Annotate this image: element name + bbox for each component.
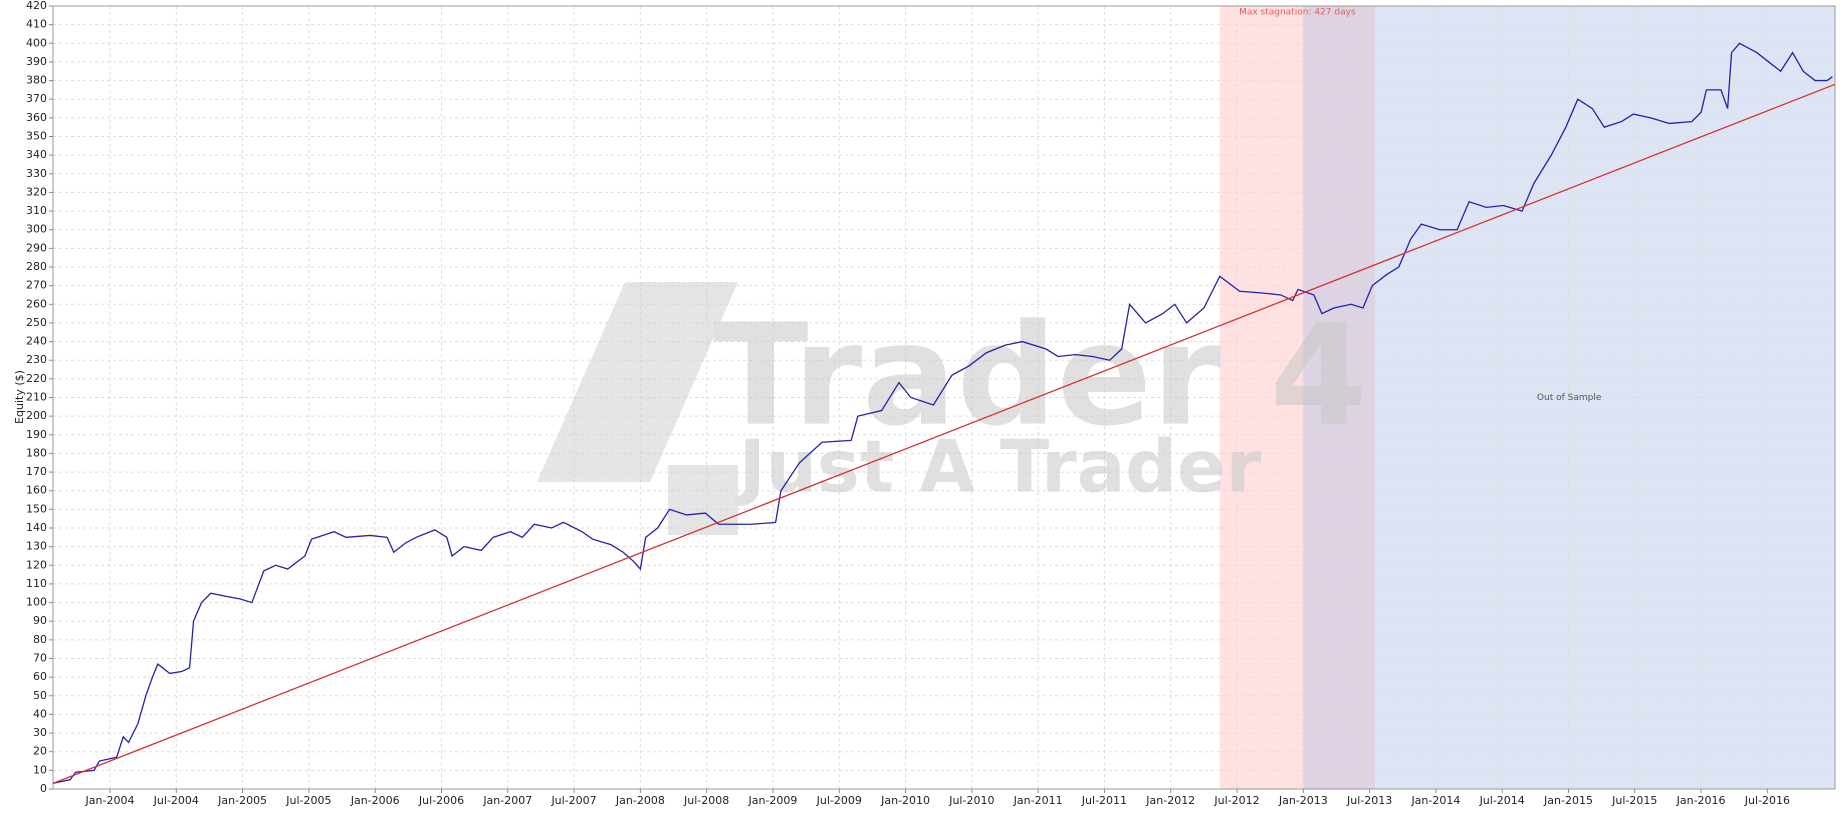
y-tick-label: 20 [33, 745, 47, 758]
y-tick-label: 230 [26, 353, 47, 366]
y-tick-label: 60 [33, 670, 47, 683]
y-tick-label: 300 [26, 223, 47, 236]
x-tick-label: Jan-2015 [1543, 794, 1593, 807]
region-label: Max stagnation: 427 days [1239, 8, 1356, 18]
y-tick-label: 360 [26, 111, 47, 124]
y-tick-label: 260 [26, 297, 47, 310]
y-tick-label: 50 [33, 689, 47, 702]
y-tick-label: 280 [26, 260, 47, 273]
x-tick-label: Jan-2008 [615, 794, 665, 807]
x-tick-label: Jul-2008 [683, 794, 729, 807]
x-tick-label: Jul-2011 [1081, 794, 1127, 807]
y-tick-label: 410 [26, 18, 47, 31]
y-tick-label: 290 [26, 241, 47, 254]
y-tick-label: 180 [26, 446, 47, 459]
x-tick-label: Jan-2010 [880, 794, 930, 807]
x-tick-label: Jul-2004 [153, 794, 199, 807]
x-tick-label: Jan-2011 [1013, 794, 1063, 807]
series-line [52, 42, 1833, 785]
y-tick-label: 400 [26, 36, 47, 49]
y-tick-label: 120 [26, 558, 47, 571]
y-tick-label: 340 [26, 148, 47, 161]
y-tick-label: 170 [26, 465, 47, 478]
y-tick-label: 350 [26, 130, 47, 143]
y-tick-label: 150 [26, 502, 47, 515]
x-tick-label: Jan-2007 [482, 794, 532, 807]
y-tick-label: 380 [26, 74, 47, 87]
y-tick-label: 100 [26, 596, 47, 609]
watermark-subtitle: Just A Trader [734, 425, 1262, 509]
x-tick-label: Jan-2016 [1676, 794, 1726, 807]
watermark-shape [537, 282, 738, 482]
y-tick-label: 190 [26, 428, 47, 441]
y-tick-label: 90 [33, 614, 47, 627]
y-tick-label: 250 [26, 316, 47, 329]
y-tick-label: 200 [26, 409, 47, 422]
x-tick-label: Jan-2006 [350, 794, 400, 807]
x-tick-label: Jan-2012 [1145, 794, 1195, 807]
series-line [52, 83, 1836, 785]
x-tick-label: Jan-2005 [217, 794, 267, 807]
y-tick-label: 240 [26, 335, 47, 348]
y-axis-label: Equity ($) [13, 370, 26, 424]
x-tick-label: Jul-2012 [1213, 794, 1259, 807]
y-tick-label: 140 [26, 521, 47, 534]
x-tick-label: Jul-2015 [1611, 794, 1657, 807]
y-tick-label: 370 [26, 92, 47, 105]
x-tick-label: Jul-2007 [550, 794, 596, 807]
y-tick-label: 70 [33, 652, 47, 665]
y-tick-label: 10 [33, 763, 47, 776]
x-tick-label: Jul-2016 [1744, 794, 1790, 807]
x-tick-label: Jul-2006 [418, 794, 464, 807]
x-tick-label: Jul-2014 [1479, 794, 1525, 807]
y-tick-label: 110 [26, 577, 47, 590]
x-tick-label: Jan-2009 [747, 794, 797, 807]
watermark-shape [668, 465, 738, 535]
y-tick-label: 30 [33, 726, 47, 739]
y-tick-label: 0 [40, 782, 47, 795]
grid [49, 5, 1836, 793]
y-tick-label: 160 [26, 484, 47, 497]
y-tick-label: 80 [33, 633, 47, 646]
plot [52, 42, 1836, 785]
plot-frame [52, 5, 1836, 790]
y-tick-label: 320 [26, 185, 47, 198]
y-tick-label: 270 [26, 279, 47, 292]
x-tick-label: Jul-2005 [285, 794, 331, 807]
x-tick-label: Jul-2013 [1346, 794, 1392, 807]
region-label: Out of Sample [1537, 393, 1602, 403]
y-tick-label: 220 [26, 372, 47, 385]
x-tick-label: Jul-2009 [816, 794, 862, 807]
x-tick-label: Jul-2010 [948, 794, 994, 807]
y-tick-label: 330 [26, 167, 47, 180]
watermark-title: Trader 4 [713, 295, 1367, 458]
x-tick-label: Jan-2014 [1410, 794, 1460, 807]
y-tick-label: 390 [26, 55, 47, 68]
y-tick-label: 130 [26, 540, 47, 553]
x-tick-label: Jan-2004 [85, 794, 135, 807]
y-tick-label: 420 [26, 0, 47, 12]
y-tick-label: 40 [33, 707, 47, 720]
y-tick-label: 310 [26, 204, 47, 217]
x-tick-label: Jan-2013 [1278, 794, 1328, 807]
watermark: Trader 4 Just A Trader [537, 282, 1367, 535]
y-tick-label: 210 [26, 391, 47, 404]
